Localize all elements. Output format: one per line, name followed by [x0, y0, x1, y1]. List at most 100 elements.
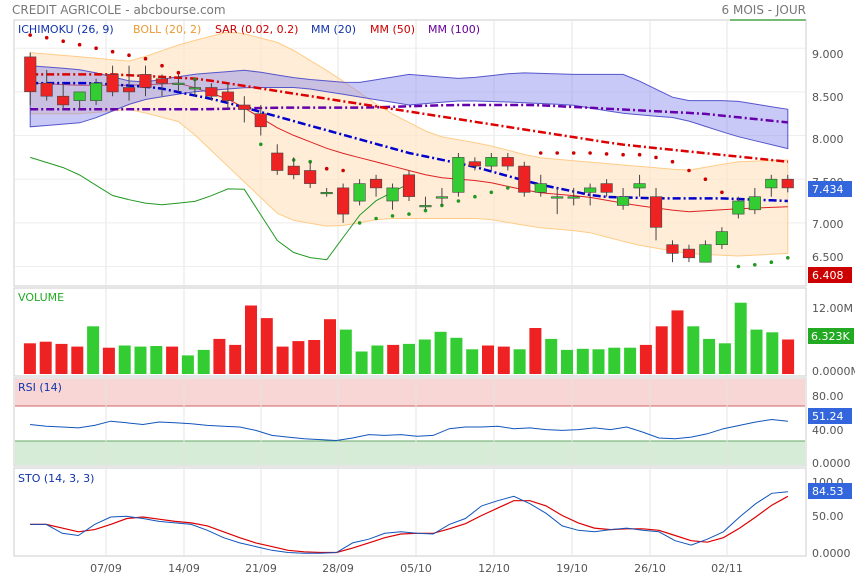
candle — [271, 144, 284, 175]
candle — [254, 104, 267, 136]
price-tick: 6.500 — [812, 251, 844, 264]
rsi-oversold-zone — [15, 441, 805, 465]
volume-bar — [418, 339, 431, 374]
volume-bar — [371, 345, 384, 374]
sar-dot — [324, 166, 329, 171]
volume-bar — [655, 326, 668, 374]
candle — [468, 157, 481, 171]
volume-bar — [734, 302, 747, 374]
volume-bar — [213, 338, 226, 374]
period-label: 6 MOIS - JOUR — [722, 3, 806, 17]
candle — [534, 174, 547, 197]
sar-dot — [571, 151, 576, 155]
volume-bar — [166, 346, 179, 374]
sar-dot — [28, 33, 32, 37]
candle-body — [205, 87, 218, 97]
volume-bar — [276, 346, 289, 374]
sar-dot — [423, 208, 428, 213]
volume-bar — [703, 338, 716, 374]
candle-body — [649, 196, 663, 228]
candle — [781, 174, 794, 193]
sar-dot — [357, 221, 362, 225]
candle — [205, 83, 218, 101]
volume-bar — [55, 343, 68, 374]
volume-bar — [497, 346, 510, 374]
candle-body — [369, 178, 383, 189]
candle-body — [386, 187, 399, 202]
candle — [139, 65, 152, 97]
price-tick: 7.000 — [812, 218, 844, 231]
volume-bar — [513, 349, 526, 374]
candle — [123, 65, 136, 101]
candle — [57, 83, 70, 110]
volume-bar — [782, 339, 795, 374]
candle-body — [699, 244, 712, 263]
candle-body — [435, 196, 449, 199]
rsi-panel — [13, 377, 807, 467]
volume-bar — [71, 346, 84, 374]
chikou-line — [30, 156, 410, 261]
sar-dot — [720, 190, 724, 195]
candle — [369, 174, 383, 197]
x-tick-label: 12/10 — [478, 562, 510, 575]
volume-bar — [687, 326, 700, 374]
sar-dot — [176, 70, 181, 75]
sar-dot — [703, 177, 708, 181]
sar-dot — [110, 49, 115, 54]
legend-boll: BOLL (20, 2) — [133, 23, 201, 36]
volume-bar — [561, 349, 573, 374]
candle-body — [682, 248, 696, 259]
sto-tick: 0.0000 — [812, 547, 851, 560]
candle-body — [57, 95, 70, 106]
candle-body — [616, 196, 630, 206]
sar-dot — [753, 263, 757, 267]
candle-body — [73, 91, 86, 101]
volume-bar — [260, 318, 273, 374]
candle — [682, 244, 696, 263]
volume-y-axis: 12.00M 0.0000M — [812, 302, 855, 378]
candle-body — [123, 87, 136, 93]
candle-body — [271, 152, 284, 171]
rsi-y-axis: 80.00 40.00 0.0000 — [812, 390, 851, 470]
candle — [106, 65, 119, 97]
volume-bar — [229, 344, 242, 374]
candle-body — [551, 196, 564, 199]
sar-dot — [473, 194, 477, 199]
volume-bar — [403, 343, 415, 374]
volume-tick: 0.0000M — [812, 365, 855, 378]
volume-bar — [387, 344, 400, 374]
volume-bar — [529, 328, 542, 374]
sar-dot — [621, 152, 625, 157]
volume-bar — [118, 345, 131, 374]
last-low-value: 6.408 — [812, 269, 844, 282]
candle — [90, 78, 103, 105]
volume-bar — [339, 329, 352, 374]
candle — [501, 153, 514, 171]
sar-dot — [160, 63, 164, 68]
candle-body — [24, 56, 37, 93]
legend-mm50: MM (50) — [370, 23, 415, 36]
volume-bar — [324, 319, 336, 374]
candle-body — [633, 183, 646, 189]
volume-bar — [102, 347, 115, 374]
candle — [155, 74, 168, 97]
volume-bar — [482, 345, 494, 374]
candle — [402, 170, 416, 202]
candle-body — [238, 104, 251, 110]
x-tick-label: 28/09 — [322, 562, 354, 575]
sar-dot — [390, 214, 395, 218]
candle-body — [501, 157, 514, 167]
candle — [40, 70, 53, 101]
volume-bar — [718, 343, 731, 374]
candle — [238, 96, 251, 123]
volume-badge: 6.323K — [808, 328, 854, 344]
x-tick-label: 14/09 — [168, 562, 200, 575]
candle — [337, 183, 350, 223]
rsi-overbought-zone — [15, 379, 805, 406]
sto-tick: 50.00 — [812, 510, 844, 523]
volume-bar — [134, 346, 147, 374]
sar-dot — [407, 212, 411, 216]
volume-bar — [608, 347, 621, 374]
sar-dot — [489, 190, 494, 195]
sar-dot — [687, 168, 691, 173]
